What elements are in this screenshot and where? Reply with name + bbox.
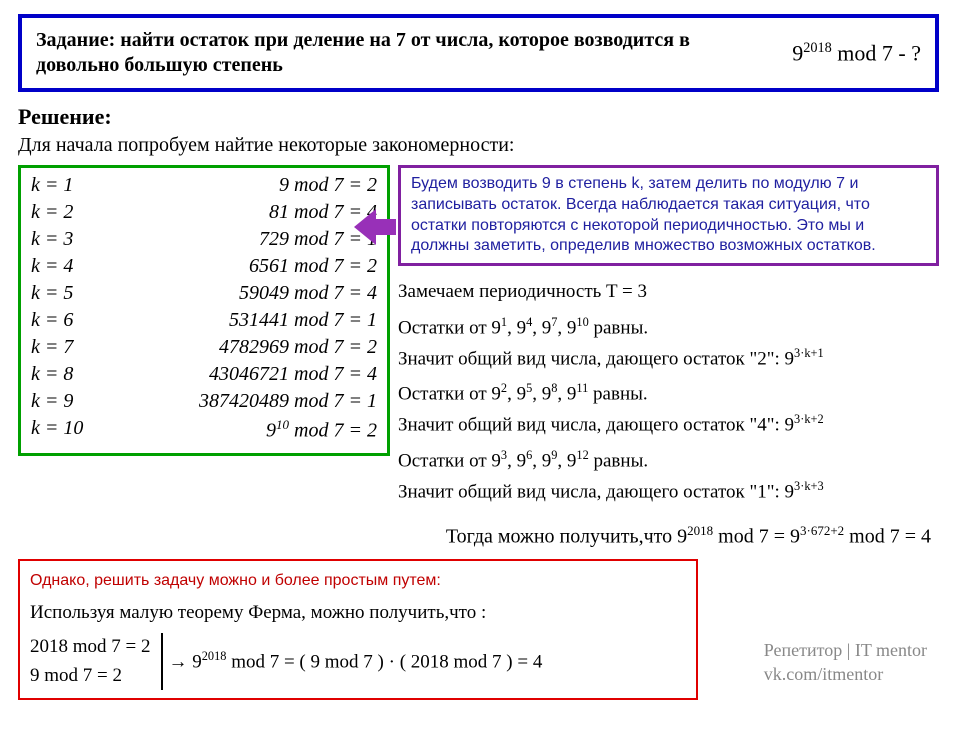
pattern-line: Остатки от 91, 94, 97, 910 равны. xyxy=(398,314,939,342)
solution-header: Решение: xyxy=(18,104,939,130)
table-row: k = 46561 mod 7 = 2 xyxy=(31,255,377,278)
table-row: k = 281 mod 7 = 4 xyxy=(31,201,377,224)
conclusion-pre: Тогда можно получить,что 9 xyxy=(446,526,687,548)
pattern-group: Остатки от 93, 96, 99, 912 равны. Значит … xyxy=(398,447,939,506)
conclusion: Тогда можно получить,что 92018 mod 7 = 9… xyxy=(18,523,939,549)
credit-l1: Репетитор | IT mentor xyxy=(764,639,927,662)
explanation-column: Будем возводить 9 в степень k, затем дел… xyxy=(398,165,939,509)
conclusion-exp1: 2018 xyxy=(687,523,713,538)
pattern-line: Остатки от 93, 96, 99, 912 равны. xyxy=(398,447,939,475)
table-row: k = 10910 mod 7 = 2 xyxy=(31,417,377,443)
pattern-line: Остатки от 92, 95, 98, 911 равны. xyxy=(398,380,939,408)
fermat-box: Однако, решить задачу можно и более прос… xyxy=(18,559,698,701)
table-row: k = 9387420489 mod 7 = 1 xyxy=(31,390,377,413)
fermat-l1: 2018 mod 7 = 2 xyxy=(30,633,151,662)
pattern-group: Остатки от 92, 95, 98, 911 равны. Значит … xyxy=(398,380,939,439)
arrow-symbol: → xyxy=(169,651,193,672)
fr-exp: 2018 xyxy=(202,649,227,663)
fr-post: mod 7 = ( 9 mod 7 ) · ( 2018 mod 7 ) = 4 xyxy=(226,651,542,672)
pattern-line: Значит общий вид числа, дающего остаток … xyxy=(398,411,939,439)
table-row: k = 74782969 mod 7 = 2 xyxy=(31,336,377,359)
table-row: k = 559049 mod 7 = 4 xyxy=(31,282,377,305)
fermat-title: Однако, решить задачу можно и более прос… xyxy=(30,569,686,593)
credit-l2: vk.com/itmentor xyxy=(764,663,927,686)
conclusion-exp2: 3·672+2 xyxy=(800,523,844,538)
formula-exp: 2018 xyxy=(803,40,832,56)
mid-section: k = 19 mod 7 = 2 k = 281 mod 7 = 4 k = 372… xyxy=(18,165,939,509)
intro-text: Для начала попробуем найтие некоторые за… xyxy=(18,134,939,157)
conclusion-mid: mod 7 = 9 xyxy=(713,526,800,548)
arrow-icon xyxy=(354,209,394,245)
fermat-row: 2018 mod 7 = 2 9 mod 7 = 2 → 92018 mod 7… xyxy=(30,633,686,690)
pattern-line: Значит общий вид числа, дающего остаток … xyxy=(398,478,939,506)
formula-tail: mod 7 - ? xyxy=(832,40,921,65)
table-row: k = 6531441 mod 7 = 1 xyxy=(31,309,377,332)
formula-base: 9 xyxy=(792,40,803,65)
conclusion-post: mod 7 = 4 xyxy=(844,526,931,548)
fermat-intro: Используя малую теорему Ферма, можно пол… xyxy=(30,599,686,628)
fermat-l2: 9 mod 7 = 2 xyxy=(30,662,151,691)
fermat-left: 2018 mod 7 = 2 9 mod 7 = 2 xyxy=(30,633,163,690)
observations: Замечаем периодичность T = 3 Остатки от … xyxy=(398,278,939,506)
fr-pre: 9 xyxy=(192,651,202,672)
pattern-group: Остатки от 91, 94, 97, 910 равны. Значит … xyxy=(398,314,939,373)
task-formula: 92018 mod 7 - ? xyxy=(792,40,921,66)
credit: Репетитор | IT mentor vk.com/itmentor xyxy=(764,639,927,686)
task-text: Задание: найти остаток при деление на 7 … xyxy=(36,28,726,78)
table-row: k = 3729 mod 7 = 1 xyxy=(31,228,377,251)
pattern-line: Значит общий вид числа, дающего остаток … xyxy=(398,345,939,373)
table-row: k = 19 mod 7 = 2 xyxy=(31,174,377,197)
fermat-right: → 92018 mod 7 = ( 9 mod 7 ) · ( 2018 mod… xyxy=(169,647,543,677)
explanation-box: Будем возводить 9 в степень k, затем дел… xyxy=(398,165,939,266)
table-row: k = 843046721 mod 7 = 4 xyxy=(31,363,377,386)
period-line: Замечаем периодичность T = 3 xyxy=(398,278,939,306)
task-box: Задание: найти остаток при деление на 7 … xyxy=(18,14,939,92)
modulo-table: k = 19 mod 7 = 2 k = 281 mod 7 = 4 k = 372… xyxy=(18,165,390,456)
